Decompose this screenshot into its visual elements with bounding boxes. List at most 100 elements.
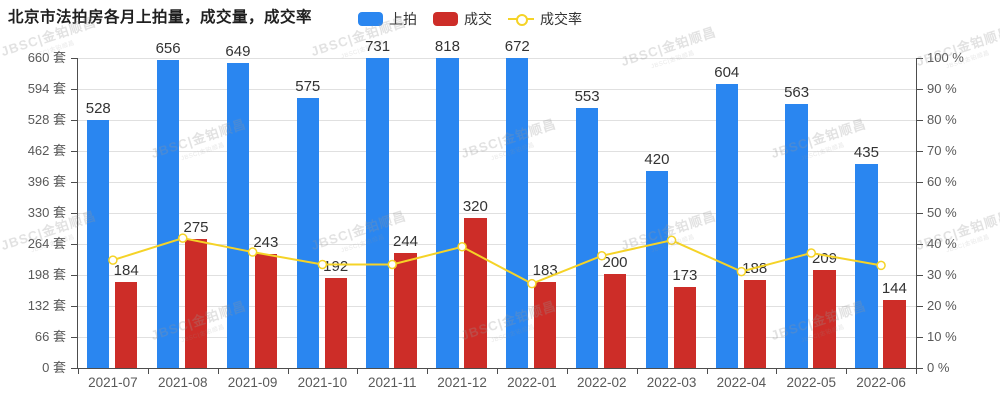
axis-y-left xyxy=(77,58,78,369)
axis-y-right xyxy=(916,58,917,369)
x-axis-label: 2022-02 xyxy=(576,375,627,390)
legend-item-0[interactable]: 上拍 xyxy=(358,9,417,29)
bar-chengjiao xyxy=(673,286,697,368)
rate-line-path xyxy=(112,237,882,285)
y-axis-left-label: 396 套 xyxy=(27,174,66,189)
tick-right xyxy=(917,306,923,307)
rate-point-marker xyxy=(597,251,607,261)
legend-bar-swatch-icon xyxy=(358,12,383,26)
x-axis-label: 2022-06 xyxy=(856,375,906,390)
tick-left xyxy=(71,368,77,369)
tick-x xyxy=(706,369,708,374)
gridline xyxy=(78,213,916,214)
legend-item-label: 成交 xyxy=(464,11,492,27)
y-axis-left-label: 198 套 xyxy=(27,267,66,282)
tick-left xyxy=(71,58,77,59)
bar-shangpai xyxy=(506,58,529,368)
tick-x xyxy=(497,369,498,374)
y-axis-right-label: 10 % xyxy=(927,329,957,344)
bar-value-label: 656 xyxy=(155,39,181,57)
tick-left xyxy=(71,275,77,276)
bar-value-label: 672 xyxy=(504,38,530,55)
bar-shangpai xyxy=(436,58,459,368)
tick-x xyxy=(776,369,778,374)
tick-right xyxy=(917,337,923,338)
tick-right xyxy=(917,368,923,369)
y-axis-right-label: 70 % xyxy=(927,143,957,158)
y-axis-right-label: 100 % xyxy=(927,50,964,65)
legend-item-2[interactable]: 成交率 xyxy=(508,9,582,29)
legend-item-label: 上拍 xyxy=(389,11,417,27)
bar-chengjiao xyxy=(464,217,487,368)
tick-right xyxy=(917,213,923,214)
bar-value-label: 575 xyxy=(295,77,321,95)
bar-shangpai xyxy=(226,63,250,368)
rate-point-marker xyxy=(527,278,537,289)
y-axis-right-label: 40 % xyxy=(927,236,957,251)
bar-value-label: 420 xyxy=(644,150,670,168)
bar-value-label: 604 xyxy=(714,64,740,82)
legend-line-marker xyxy=(516,14,528,26)
gridline xyxy=(78,58,916,59)
legend-item-label: 成交率 xyxy=(540,11,582,27)
bar-shangpai xyxy=(575,108,599,368)
gridline xyxy=(78,151,916,152)
tick-left xyxy=(71,151,77,152)
rate-point-marker xyxy=(317,259,328,270)
tick-x xyxy=(78,369,79,374)
legend-line-swatch-icon xyxy=(508,12,534,26)
y-axis-left-label: 264 套 xyxy=(27,236,66,251)
y-axis-left-label: 594 套 xyxy=(27,81,66,96)
tick-right xyxy=(917,182,923,183)
bar-value-label: 320 xyxy=(462,197,488,215)
tick-left xyxy=(71,244,77,245)
y-axis-left-label: 330 套 xyxy=(27,205,66,220)
gridline xyxy=(78,244,916,245)
bar-chengjiao xyxy=(534,282,557,368)
legend-item-1[interactable]: 成交 xyxy=(433,9,492,29)
y-axis-left-label: 462 套 xyxy=(27,143,66,158)
bar-value-label: 528 xyxy=(85,100,111,117)
tick-x xyxy=(566,369,568,374)
bar-value-label: 200 xyxy=(602,254,628,272)
rate-line xyxy=(108,233,886,289)
bar-shangpai xyxy=(855,163,878,368)
bar-value-label: 649 xyxy=(225,43,251,61)
tick-left xyxy=(71,306,77,307)
gridline xyxy=(78,120,916,121)
y-axis-right-label: 0 % xyxy=(927,360,950,375)
bar-value-label: 553 xyxy=(574,88,600,106)
rate-point-marker xyxy=(736,266,747,277)
tick-x xyxy=(916,369,917,374)
tick-x xyxy=(846,369,848,374)
x-axis-label: 2021-10 xyxy=(297,375,348,390)
bar-shangpai xyxy=(715,84,738,368)
bar-shangpai xyxy=(296,97,319,368)
bar-chengjiao xyxy=(254,253,278,368)
bar-value-label: 173 xyxy=(672,266,698,284)
rate-point-marker xyxy=(247,247,258,257)
bar-value-label: 183 xyxy=(532,262,558,280)
x-axis-label: 2021-07 xyxy=(88,375,138,390)
tick-right xyxy=(917,275,923,276)
x-axis-label: 2021-12 xyxy=(437,375,487,390)
bar-chengjiao xyxy=(394,253,417,368)
tick-right xyxy=(917,89,923,90)
bar-shangpai xyxy=(156,59,180,368)
y-axis-right-label: 90 % xyxy=(927,81,957,96)
y-axis-right-label: 80 % xyxy=(927,112,957,127)
y-axis-left-label: 0 套 xyxy=(42,360,66,375)
x-axis-label: 2021-09 xyxy=(227,375,278,390)
bar-chengjiao xyxy=(603,274,627,368)
bar-value-label: 435 xyxy=(853,143,879,161)
bar-shangpai xyxy=(366,58,389,368)
rate-point-marker xyxy=(666,235,677,246)
bar-chengjiao xyxy=(743,279,766,368)
tick-x xyxy=(147,369,149,374)
y-axis-left-label: 528 套 xyxy=(27,112,66,127)
tick-right xyxy=(917,120,923,121)
y-axis-right-label: 20 % xyxy=(927,298,957,313)
tick-right xyxy=(917,151,923,152)
x-axis-label: 2022-04 xyxy=(716,375,767,390)
